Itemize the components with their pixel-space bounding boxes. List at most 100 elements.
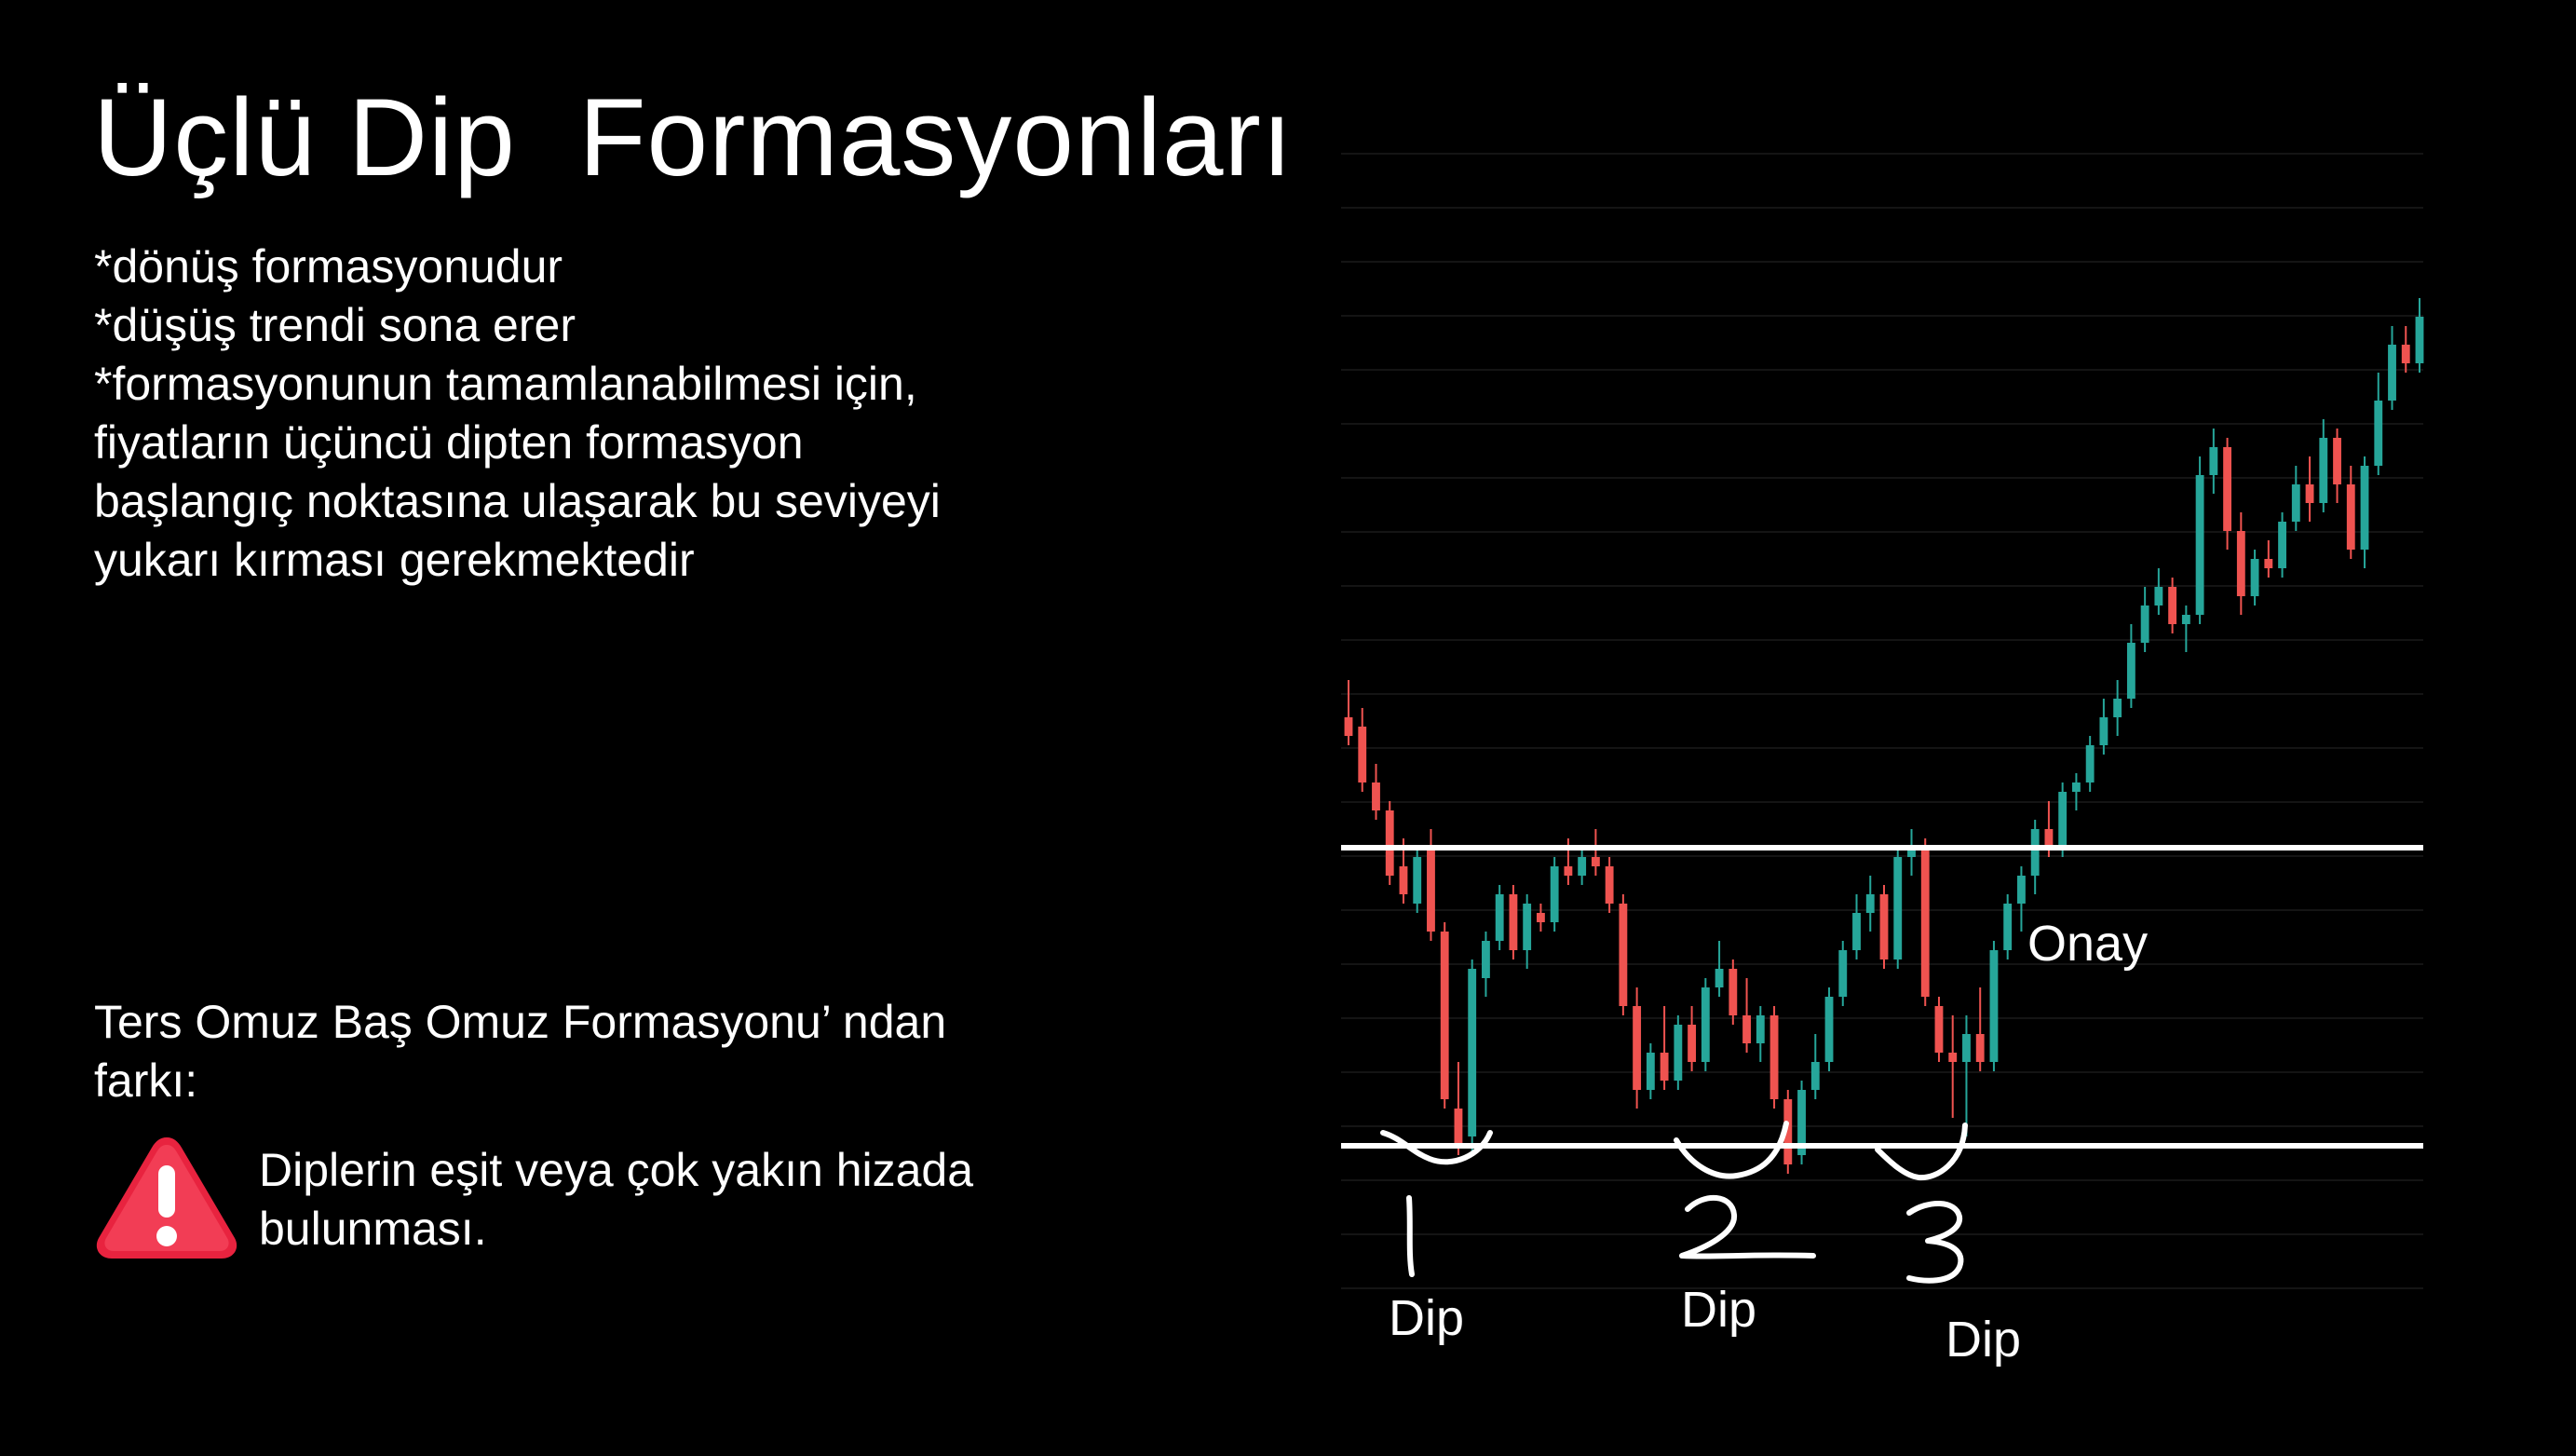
candle-body	[1413, 857, 1422, 904]
candle-up	[1989, 941, 1999, 1071]
dip-1-number	[1406, 1195, 1415, 1277]
warning-triangle-icon	[93, 1132, 240, 1262]
candle-body	[1550, 866, 1559, 922]
candle-body	[1797, 1090, 1806, 1155]
candle-body	[2126, 643, 2135, 699]
candle-body	[1385, 810, 1394, 876]
candle-down	[1591, 829, 1600, 876]
candle-down	[1660, 1006, 1669, 1090]
candlestick-chart	[1341, 153, 2424, 1289]
candle-up	[1523, 894, 1532, 969]
candle-body	[1619, 904, 1628, 1006]
candle-up	[1701, 978, 1710, 1071]
candle-body	[2250, 559, 2259, 596]
candle-body	[1482, 941, 1490, 978]
candle-body	[2415, 317, 2424, 363]
candle-up	[1810, 1034, 1820, 1099]
candle-body	[1838, 950, 1848, 997]
candle-body	[2085, 745, 2095, 782]
candle-up	[1715, 941, 1724, 997]
candle-body	[1783, 1099, 1793, 1164]
candle-up	[2140, 587, 2149, 652]
candle-down	[2305, 456, 2314, 522]
candle-body	[2360, 466, 2369, 550]
candle-up	[2291, 466, 2300, 531]
candle-up	[2209, 429, 2218, 494]
candle-body	[1358, 727, 1367, 782]
dip-2-number	[1679, 1194, 1816, 1259]
candle-down	[1454, 1062, 1463, 1155]
candle-body	[1344, 717, 1353, 736]
candle-body	[1893, 857, 1903, 959]
candle-body	[2181, 615, 2190, 624]
candle-body	[1605, 866, 1614, 904]
candle-body	[1633, 1006, 1642, 1090]
candle-body	[2264, 559, 2273, 568]
candle-body	[2071, 782, 2081, 792]
candle-body	[1578, 857, 1587, 876]
candle-body	[1879, 894, 1889, 959]
candle-down	[1879, 885, 1889, 969]
bullet-line: başlangıç noktasına ulaşarak bu seviyeyi	[94, 475, 941, 527]
candle-body	[1688, 1025, 1697, 1062]
candle-down	[2333, 429, 2341, 503]
candle-down	[1509, 885, 1518, 959]
dip-markings	[1380, 1121, 1968, 1284]
candle-up	[2319, 419, 2328, 512]
candle-up	[2058, 782, 2068, 857]
candle-body	[2168, 587, 2177, 624]
candle-body	[1948, 1053, 1958, 1062]
candle-body	[2305, 484, 2314, 503]
candle-body	[2140, 606, 2149, 643]
bullet-line: *formasyonunun tamamlanabilmesi için,	[94, 358, 917, 410]
dip-2-arc	[1674, 1121, 1789, 1179]
candle-body	[2058, 792, 2068, 848]
candle-up	[1852, 894, 1861, 959]
candle-body	[1495, 894, 1504, 941]
candle-body	[1769, 1015, 1779, 1099]
candle-down	[1619, 894, 1628, 1015]
candle-body	[1372, 782, 1380, 810]
candle-down	[1358, 708, 1367, 792]
candle-down	[1688, 1006, 1697, 1071]
candle-body	[2154, 587, 2163, 606]
candle-down	[1729, 959, 1738, 1025]
candle-body	[1674, 1025, 1683, 1081]
candle-down	[1975, 987, 1985, 1071]
candle-body	[2236, 531, 2245, 596]
candle-body	[1536, 913, 1545, 922]
candle-up	[1756, 1006, 1765, 1062]
dip-1-arc	[1380, 1130, 1493, 1165]
candle-down	[1948, 1015, 1958, 1118]
candle-down	[2236, 512, 2245, 615]
candle-down	[1633, 987, 1642, 1109]
dip-3-number	[1906, 1200, 1964, 1284]
candle-body	[1962, 1034, 1971, 1062]
candle-body	[1742, 1015, 1751, 1043]
candle-body	[1920, 848, 1930, 997]
candle-body	[2388, 345, 2396, 401]
candle-body	[2113, 699, 2122, 717]
candle-body	[1715, 969, 1724, 987]
candle-body	[1810, 1062, 1820, 1090]
candle-up	[1838, 941, 1848, 1006]
confirmation-label: Onay	[2027, 916, 2149, 972]
bullet-line: *dönüş formasyonudur	[94, 240, 563, 293]
candle-body	[1756, 1015, 1765, 1043]
candle-body	[2195, 475, 2204, 615]
candle-up	[1907, 829, 1916, 876]
candle-body	[1509, 894, 1518, 950]
candle-body	[1399, 866, 1408, 894]
candle-body	[1934, 1006, 1944, 1053]
bullet-line: yukarı kırması gerekmektedir	[94, 534, 695, 586]
candle-down	[1372, 764, 1380, 820]
candle-up	[2017, 866, 2026, 932]
difference-heading: Ters Omuz Baş Omuz Formasyonu’ ndan fark…	[94, 996, 947, 1107]
candle-series	[1344, 298, 2424, 1174]
candle-up	[2250, 550, 2259, 606]
candle-down	[2346, 466, 2355, 559]
candle-body	[1824, 997, 1834, 1062]
candle-up	[1865, 876, 1875, 932]
candle-up	[1482, 932, 1490, 997]
candle-body	[1865, 894, 1875, 913]
